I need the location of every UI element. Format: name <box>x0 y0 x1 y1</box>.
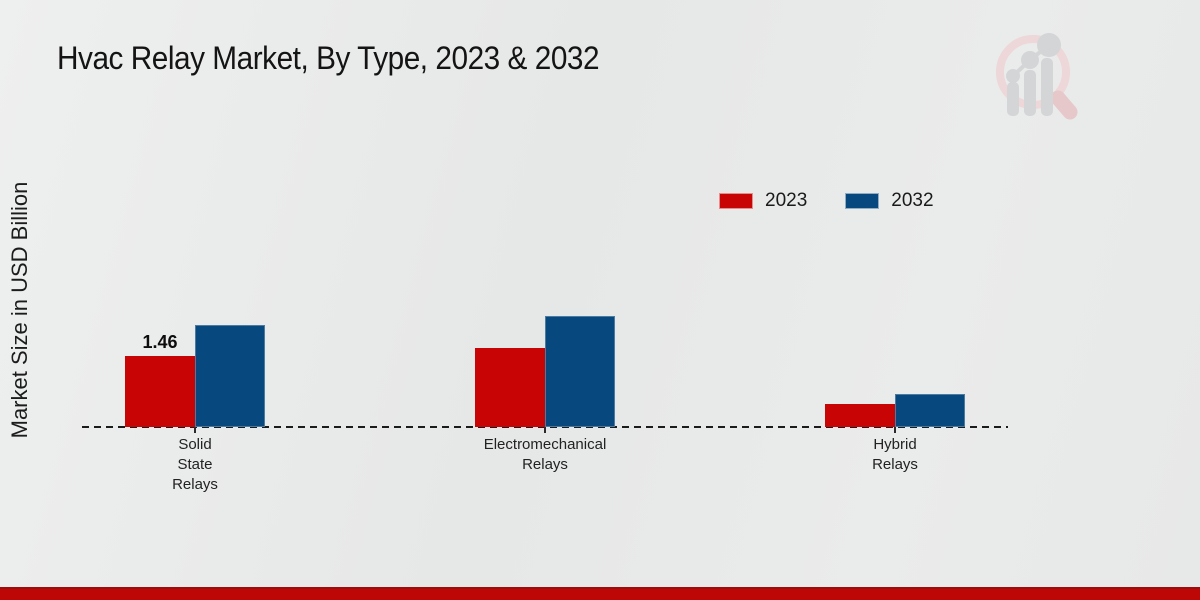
legend-swatch-2023 <box>719 193 753 209</box>
legend-swatch-2032 <box>845 193 880 209</box>
footer-red-band <box>0 587 1200 600</box>
x-axis-tick <box>894 427 896 433</box>
legend-label-2023: 2023 <box>765 190 808 211</box>
bar-2023-electromechanical-relays <box>475 348 545 427</box>
bar-2032-electromechanical-relays <box>545 316 615 427</box>
chart-title: Hvac Relay Market, By Type, 2023 & 2032 <box>57 40 600 76</box>
bar-2032-solid-state-relays <box>195 325 265 427</box>
x-axis-tick <box>544 427 546 433</box>
x-axis-tick <box>194 427 196 433</box>
market-research-magnifier-watermark-icon <box>996 33 1078 120</box>
bar-2023-solid-state-relays <box>125 356 195 427</box>
legend-label-2032: 2032 <box>891 190 934 211</box>
category-label-hybrid-relays: Hybrid Relays <box>872 436 918 473</box>
bar-2032-hybrid-relays <box>895 394 965 427</box>
category-label-solid-state-relays: Solid State Relays <box>172 436 218 493</box>
bar-value-label: 1.46 <box>142 332 178 352</box>
legend-item-2032: 2032 <box>845 190 934 212</box>
legend-item-2023: 2023 <box>719 190 807 212</box>
legend: 2023 2032 <box>719 190 934 212</box>
category-label-electromechanical-relays: Electromechanical Relays <box>483 436 607 473</box>
bar-2023-hybrid-relays <box>825 404 895 427</box>
